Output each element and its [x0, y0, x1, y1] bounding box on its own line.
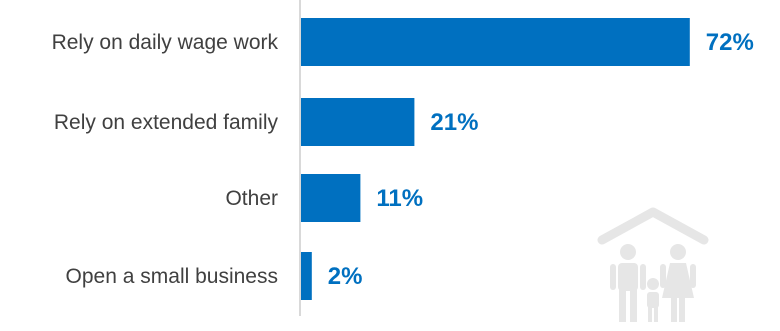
category-label-3: Open a small business — [66, 265, 278, 288]
bar-0 — [301, 18, 690, 66]
category-label-2: Other — [225, 187, 278, 210]
bar-1 — [301, 98, 415, 146]
value-label-3: 2% — [328, 263, 363, 290]
bar-3 — [301, 252, 312, 300]
value-label-1: 21% — [430, 109, 478, 136]
value-label-2: 11% — [376, 185, 423, 212]
category-label-1: Rely on extended family — [54, 111, 279, 134]
value-label-0: 72% — [706, 29, 754, 56]
family-under-roof-icon — [597, 207, 709, 322]
bar-2 — [301, 174, 361, 222]
category-label-0: Rely on daily wage work — [52, 31, 279, 54]
